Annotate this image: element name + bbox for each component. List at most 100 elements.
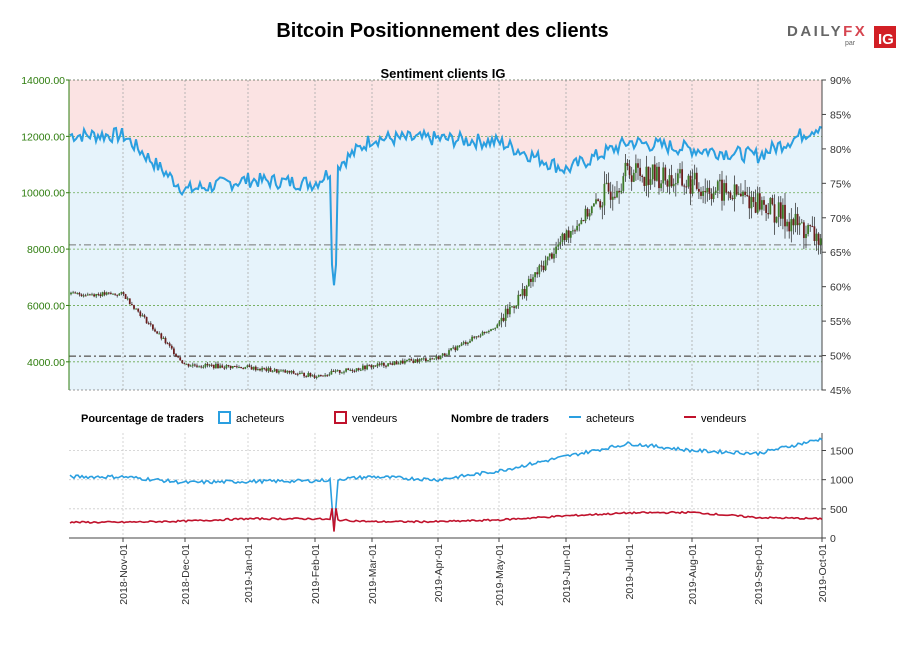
candle-body xyxy=(792,219,795,226)
candle-body xyxy=(389,363,392,365)
candle-body xyxy=(527,278,530,287)
candle-body xyxy=(80,294,83,296)
candle-body xyxy=(553,253,555,259)
candle-body xyxy=(238,366,240,368)
candle-body xyxy=(595,199,597,204)
candle-body xyxy=(246,365,249,367)
candle-body xyxy=(233,366,236,368)
candle-body xyxy=(328,374,331,376)
candle-body xyxy=(483,331,486,333)
candle-body xyxy=(664,167,667,181)
legend-pct-buyers-swatch xyxy=(218,411,231,424)
candle-body xyxy=(538,265,541,275)
candle-body xyxy=(196,365,198,367)
candle-body xyxy=(431,358,434,360)
legend-count-buyers: acheteurs xyxy=(586,413,635,425)
candle-body xyxy=(168,343,171,346)
candle-body xyxy=(605,182,608,184)
candle-body xyxy=(788,221,791,232)
candle-body xyxy=(746,195,749,197)
candle-body xyxy=(435,356,438,359)
x-tick-label: 2019-Sep-01 xyxy=(753,544,765,605)
candle-body xyxy=(817,233,820,245)
candle-body xyxy=(269,367,272,372)
candle-body xyxy=(517,294,520,306)
candle-body xyxy=(206,363,209,366)
candle-body xyxy=(693,172,696,180)
candle-body xyxy=(740,193,742,197)
candle-body xyxy=(462,342,465,344)
candle-body xyxy=(290,371,293,373)
candle-body xyxy=(420,358,423,360)
x-tick-label: 2018-Nov-01 xyxy=(118,544,130,605)
candle-body xyxy=(416,359,419,362)
candle-body xyxy=(668,175,671,187)
price-tick-label: 10000.00 xyxy=(21,188,65,200)
candle-body xyxy=(185,363,188,365)
candle-body xyxy=(500,317,503,322)
candle-body xyxy=(97,293,100,295)
candle-body xyxy=(164,337,167,344)
candle-body xyxy=(341,372,343,374)
candle-body xyxy=(158,333,161,335)
candle-body xyxy=(811,226,814,228)
candle-body xyxy=(183,363,186,365)
legend-count-title: Nombre de traders xyxy=(451,413,549,425)
candle-body xyxy=(175,354,177,357)
candle-body xyxy=(217,363,219,369)
candle-body xyxy=(481,331,484,336)
candle-body xyxy=(582,220,585,222)
candle-body xyxy=(383,363,385,366)
candle-body xyxy=(309,373,312,377)
candle-body xyxy=(647,166,650,185)
candle-body xyxy=(162,337,165,339)
candle-body xyxy=(320,375,322,377)
candle-body xyxy=(628,165,631,176)
x-tick-label: 2019-Jul-01 xyxy=(624,544,636,600)
candle-body xyxy=(706,187,709,192)
candle-body xyxy=(557,244,560,247)
candle-body xyxy=(698,188,700,192)
candle-body xyxy=(170,345,173,349)
candle-body xyxy=(406,360,408,362)
candle-body xyxy=(282,370,284,372)
candle-body xyxy=(227,365,230,367)
candle-body xyxy=(307,373,310,377)
candle-body xyxy=(519,294,522,296)
candle-body xyxy=(242,368,245,370)
candle-body xyxy=(437,356,440,360)
candle-body xyxy=(626,162,629,166)
candle-body xyxy=(332,370,335,372)
legend-pct-sellers: vendeurs xyxy=(352,413,398,425)
candle-body xyxy=(819,238,822,245)
candle-body xyxy=(567,230,570,238)
candle-body xyxy=(425,358,427,361)
candle-body xyxy=(473,336,476,338)
candle-body xyxy=(767,213,770,215)
candle-body xyxy=(137,308,140,312)
candle-body xyxy=(777,202,780,217)
candle-body xyxy=(742,191,744,197)
candle-body xyxy=(607,182,610,192)
candle-body xyxy=(744,191,746,196)
candle-body xyxy=(590,206,593,214)
candle-body xyxy=(542,265,545,271)
legend-count-sellers: vendeurs xyxy=(701,413,747,425)
candle-body xyxy=(202,366,205,368)
candle-body xyxy=(632,172,635,182)
candle-body xyxy=(410,359,413,361)
candle-body xyxy=(112,293,114,295)
candle-body xyxy=(399,360,402,364)
candle-body xyxy=(803,222,805,239)
candle-body xyxy=(523,288,526,297)
candle-body xyxy=(257,369,259,371)
candle-body xyxy=(244,366,247,369)
candle-body xyxy=(773,204,776,223)
candle-body xyxy=(429,358,431,361)
x-tick-label: 2019-May-01 xyxy=(494,544,506,606)
svg-text:par: par xyxy=(845,40,856,47)
candle-body xyxy=(782,204,784,219)
candle-body xyxy=(198,366,200,368)
reference-lines xyxy=(69,244,822,357)
candle-body xyxy=(710,193,713,200)
